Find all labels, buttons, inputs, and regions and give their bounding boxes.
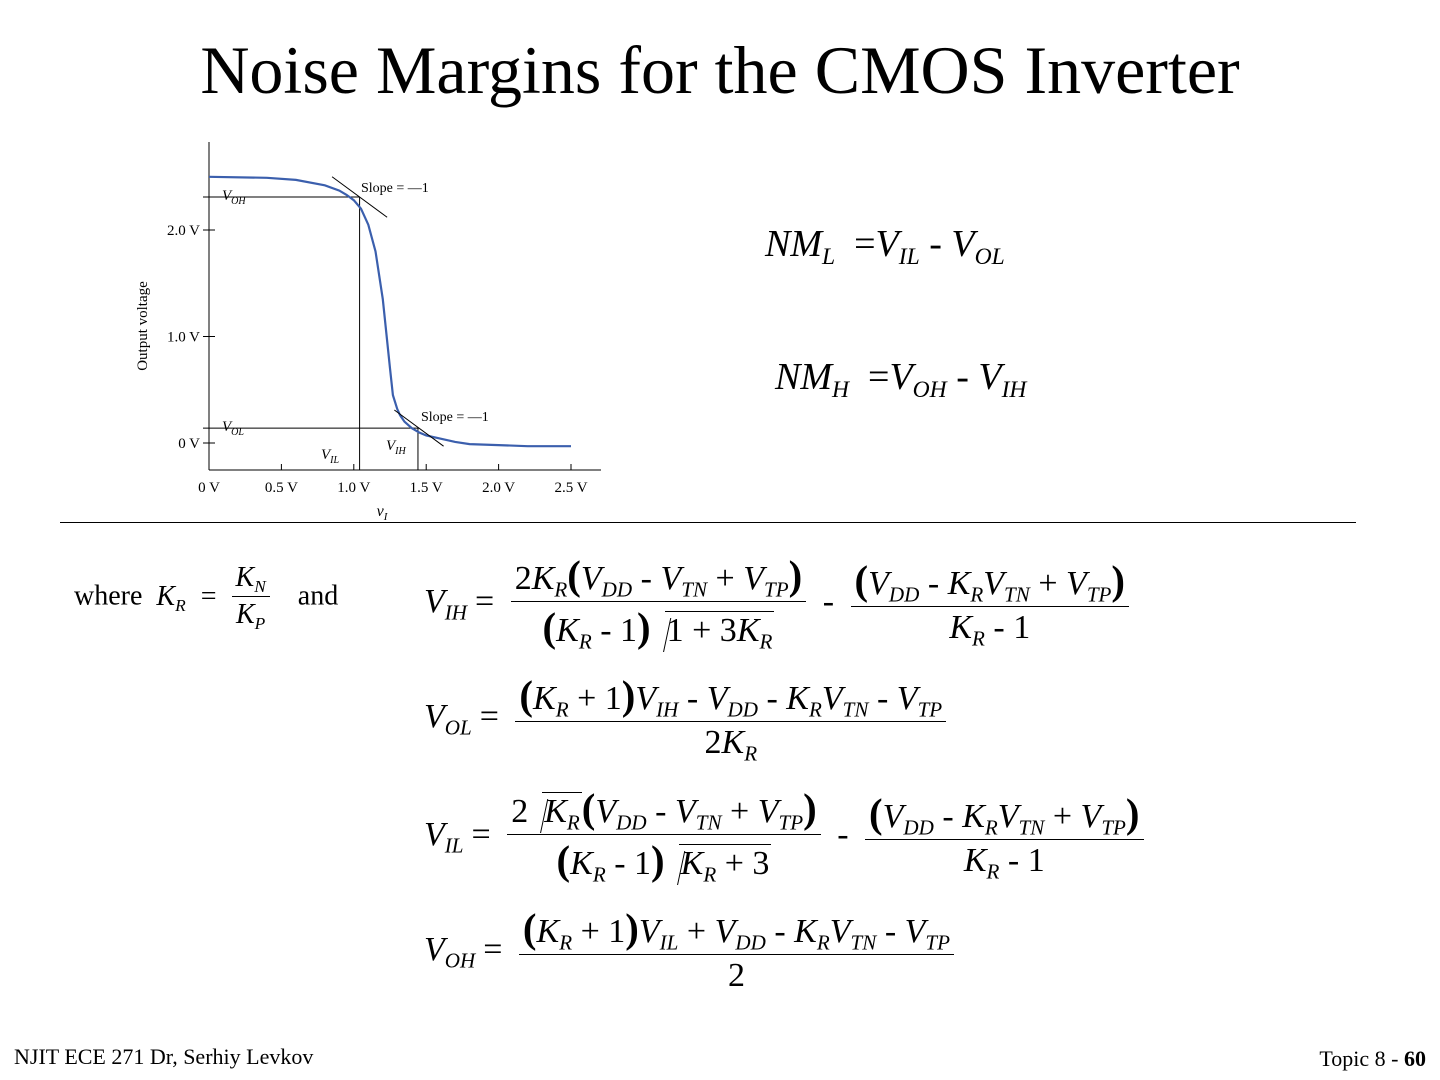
kr-definition: where KR = KN KP and xyxy=(74,562,339,634)
transfer-curve xyxy=(208,175,571,448)
upper-slope-label: Slope = —1 xyxy=(361,181,429,196)
x-tick-label: 1.0 V xyxy=(337,480,370,496)
voltage-transfer-chart: 0 V 0.5 V 1.0 V 1.5 V 2.0 V 2.5 V 0 V 1.0 V 2.0… xyxy=(135,142,601,523)
slide-title: Noise Margins for the CMOS Inverter xyxy=(200,32,1240,108)
vih-equation: VIH = 2KR(VDD - VTN + VTP) (KR - 1) 1 + 3K… xyxy=(424,552,1130,652)
y-tick-label: 1.0 V xyxy=(167,330,200,346)
svg-text:vI: vI xyxy=(377,503,389,523)
chart-annotations: VOH VOL VIL VIH Slope = —1 Slope = —1 xyxy=(222,181,489,466)
lower-tangent xyxy=(394,409,444,447)
x-tick-label: 0 V xyxy=(198,480,220,496)
slope-tangents xyxy=(331,176,444,447)
page-number: 60 xyxy=(1404,1046,1426,1071)
x-ticks: 0 V 0.5 V 1.0 V 1.5 V 2.0 V 2.5 V xyxy=(198,464,588,496)
guide-lines xyxy=(203,196,419,470)
x-tick-label: 1.5 V xyxy=(410,480,443,496)
upper-tangent xyxy=(331,176,388,218)
footer-page: Topic 8 - 60 xyxy=(1319,1046,1426,1072)
nm-high-equation: NMH =VOH - VIH xyxy=(775,356,1027,404)
vil-equation: VIL = 2 KR(VDD - VTN + VTP) (KR - 1) KR + 3… xyxy=(424,785,1144,885)
y-axis-label: Output voltage xyxy=(135,281,151,371)
section-divider xyxy=(60,522,1356,523)
where-text: where xyxy=(74,580,143,612)
y-ticks: 0 V 1.0 V 2.0 V xyxy=(167,223,215,452)
x-tick-label: 2.5 V xyxy=(554,480,587,496)
vil-label: VIL xyxy=(321,447,340,466)
y-tick-label: 2.0 V xyxy=(167,223,200,239)
and-text: and xyxy=(297,580,339,612)
nm-low-equation: NML =VIL - VOL xyxy=(765,223,1005,271)
lower-slope-label: Slope = —1 xyxy=(421,410,489,425)
voh-label: VOH xyxy=(222,188,246,207)
x-tick-label: 0.5 V xyxy=(265,480,298,496)
x-axis-label: vI xyxy=(377,503,389,523)
footer-topic: Topic 8 - xyxy=(1319,1046,1404,1071)
vol-label: VOL xyxy=(222,419,244,438)
x-tick-label: 2.0 V xyxy=(482,480,515,496)
footer-course: NJIT ECE 271 Dr, Serhiy Levkov xyxy=(14,1044,314,1069)
y-tick-label: 0 V xyxy=(178,436,200,452)
vih-label: VIH xyxy=(386,438,407,457)
voh-equation: VOH = (KR + 1)VIL + VDD - KRVTN - VTP 2 xyxy=(424,905,955,995)
vol-equation: VOL = (KR + 1)VIH - VDD - KRVTN - VTP 2KR xyxy=(424,672,947,764)
